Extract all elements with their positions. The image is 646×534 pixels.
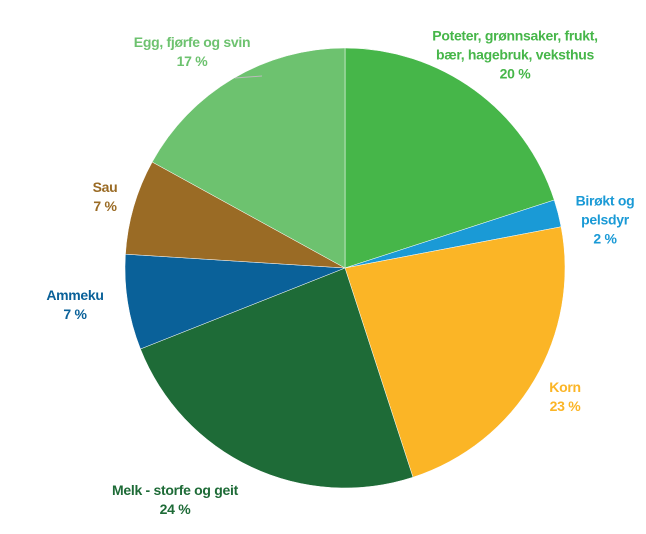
leader-line — [234, 75, 263, 79]
value-label: 7 % — [93, 198, 117, 214]
pie-slice — [140, 267, 414, 489]
value-label: 24 % — [159, 501, 191, 517]
value-label: 23 % — [549, 398, 581, 414]
pie-slice — [344, 47, 555, 269]
slice-label: Egg, fjørfe og svin 17 % — [132, 33, 252, 71]
category-label: Birøkt og pelsdyr — [575, 192, 635, 228]
slice-label: Poteter, grønnsaker, frukt, bær, hagebru… — [428, 27, 603, 84]
category-label: Melk - storfe og geit — [112, 482, 238, 498]
category-label: Ammeku — [46, 287, 104, 303]
slice-label: Korn 23 % — [535, 378, 595, 416]
value-label: 2 % — [593, 230, 617, 247]
pie-slice — [344, 226, 566, 478]
slice-label: Sau 7 % — [75, 178, 135, 216]
slice-label: Birøkt og pelsdyr 2 % — [565, 192, 645, 249]
pie-slice — [151, 47, 346, 269]
category-label: Egg, fjørfe og svin — [133, 34, 251, 50]
category-label: Poteter, grønnsaker, frukt, bær, hagebru… — [432, 27, 598, 63]
slice-label: Melk - storfe og geit 24 % — [100, 481, 250, 519]
value-label: 20 % — [499, 65, 531, 82]
value-label: 17 % — [176, 53, 208, 69]
value-label: 7 % — [63, 306, 87, 322]
category-label: Korn — [549, 379, 581, 395]
category-label: Sau — [92, 179, 118, 195]
slice-label: Ammeku 7 % — [35, 286, 115, 324]
